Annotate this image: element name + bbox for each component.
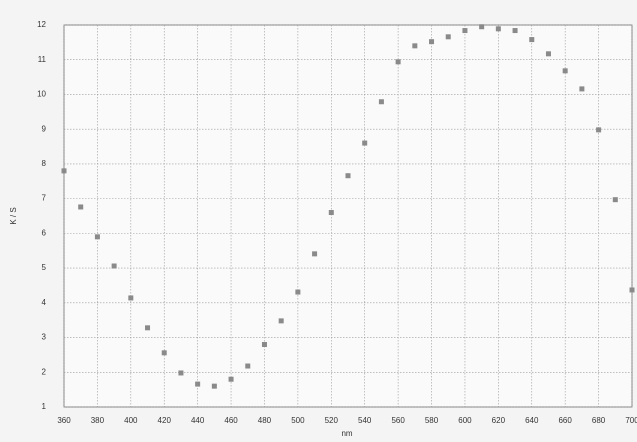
- x-tick-label: 460: [224, 416, 238, 425]
- point: [145, 325, 151, 331]
- point: [629, 287, 635, 293]
- point: [228, 376, 234, 382]
- x-tick-label: 560: [391, 416, 405, 425]
- x-tick-label: 620: [492, 416, 506, 425]
- point: [295, 289, 301, 295]
- point: [612, 197, 618, 203]
- point: [178, 370, 184, 376]
- point: [78, 204, 84, 210]
- point: [211, 383, 217, 389]
- point: [328, 210, 334, 216]
- point: [161, 350, 167, 356]
- y-tick-label: 6: [42, 228, 47, 237]
- point: [412, 43, 418, 49]
- y-tick-label: 9: [42, 124, 47, 133]
- plot-area: [63, 24, 633, 408]
- y-tick-label: 3: [42, 333, 47, 342]
- point: [596, 127, 602, 133]
- x-tick-label: 440: [191, 416, 205, 425]
- x-tick-label: 520: [325, 416, 339, 425]
- y-tick-label: 4: [42, 298, 47, 307]
- x-tick-label: 660: [558, 416, 572, 425]
- x-tick-label: 420: [158, 416, 172, 425]
- point: [261, 341, 267, 347]
- x-tick-label: 500: [291, 416, 305, 425]
- point: [445, 34, 451, 40]
- point: [278, 318, 284, 324]
- x-tick-label: 540: [358, 416, 372, 425]
- point: [128, 295, 134, 301]
- y-axis-label: K / S: [9, 207, 18, 224]
- x-tick-label: 380: [91, 416, 105, 425]
- y-tick-label: 12: [37, 20, 46, 29]
- y-tick-label: 11: [38, 55, 47, 64]
- point: [312, 251, 318, 257]
- x-tick-label: 400: [124, 416, 138, 425]
- y-tick-label: 7: [42, 194, 47, 203]
- y-tick-label: 8: [42, 159, 47, 168]
- point: [479, 24, 485, 30]
- y-tick-label: 1: [42, 402, 47, 411]
- point: [429, 39, 435, 45]
- x-axis-label: nm: [341, 429, 352, 438]
- point: [579, 86, 585, 92]
- x-tick-label: 600: [458, 416, 472, 425]
- point: [395, 59, 401, 65]
- point: [345, 173, 351, 179]
- y-tick-label: 10: [37, 90, 46, 99]
- x-tick-label: 640: [525, 416, 539, 425]
- point: [245, 363, 251, 369]
- x-tick-label: 480: [258, 416, 272, 425]
- point: [94, 234, 100, 240]
- point: [195, 381, 201, 387]
- x-tick-label: 680: [592, 416, 606, 425]
- y-tick-label: 2: [42, 367, 47, 376]
- point: [495, 26, 501, 32]
- point: [61, 168, 67, 174]
- point: [512, 28, 518, 34]
- x-tick-label: 700: [625, 416, 637, 425]
- x-tick-label: 580: [425, 416, 439, 425]
- y-tick-label: 5: [42, 263, 47, 272]
- point: [562, 68, 568, 74]
- point: [111, 263, 117, 269]
- x-tick-label: 360: [57, 416, 71, 425]
- point: [378, 99, 384, 105]
- point: [529, 37, 535, 43]
- point: [545, 51, 551, 57]
- point: [462, 28, 468, 34]
- point: [362, 140, 368, 146]
